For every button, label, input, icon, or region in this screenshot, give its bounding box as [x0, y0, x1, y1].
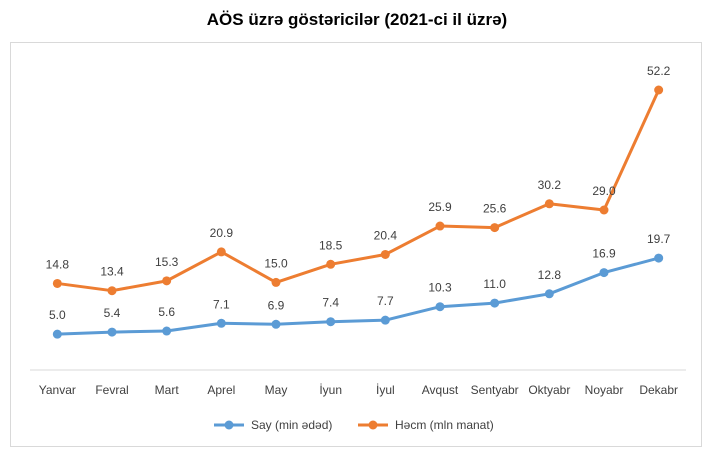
data-point: [162, 276, 172, 286]
x-tick-label: Oktyabr: [528, 383, 570, 397]
data-label: 25.6: [483, 202, 507, 216]
data-label: 12.8: [538, 268, 562, 282]
data-label: 52.2: [647, 64, 671, 78]
x-tick-label: Fevral: [95, 383, 128, 397]
data-point: [599, 268, 609, 278]
x-tick-label: İyun: [319, 383, 342, 397]
x-tick-label: Yanvar: [39, 383, 76, 397]
data-label: 13.4: [100, 265, 124, 279]
data-labels: 5.0 5.4 5.6 7.1 6.9 7.4 7.7 10.3 11.0 12.8 16.9 19.…: [46, 64, 671, 322]
series-line-1: [57, 89, 661, 293]
legend-swatch-marker: [224, 420, 234, 430]
data-point: [162, 326, 172, 336]
x-tick-label: Noyabr: [585, 383, 624, 397]
chart-frame: [10, 42, 702, 447]
data-label: 7.7: [377, 294, 394, 308]
data-point: [216, 247, 226, 257]
data-label: 25.9: [428, 200, 452, 214]
data-point: [107, 286, 117, 296]
data-label: 7.4: [322, 296, 339, 310]
data-point: [52, 278, 62, 288]
series-line-0: [57, 256, 660, 336]
x-tick-label: May: [265, 383, 288, 397]
data-point: [271, 319, 281, 329]
data-label: 6.9: [268, 298, 285, 312]
x-tick-label: Sentyabr: [471, 383, 519, 397]
x-tick-label: İyul: [376, 383, 395, 397]
data-point: [326, 317, 336, 327]
data-label: 16.9: [592, 247, 616, 261]
data-point: [544, 199, 554, 209]
data-point: [380, 315, 390, 325]
data-label: 30.2: [538, 178, 562, 192]
data-point: [490, 298, 500, 308]
data-point: [654, 253, 664, 263]
data-point: [216, 318, 226, 328]
data-label: 7.1: [213, 297, 230, 311]
data-point: [435, 302, 445, 312]
data-label: 5.4: [104, 306, 121, 320]
data-point: [654, 85, 664, 95]
data-label: 5.0: [49, 308, 66, 322]
data-point: [52, 329, 62, 339]
chart-title: AÖS üzrə göstəricilər (2021-ci il üzrə): [206, 10, 508, 29]
data-label: 14.8: [46, 257, 70, 271]
data-label: 5.6: [158, 305, 175, 319]
data-label: 18.5: [319, 238, 343, 252]
legend: Say (min ədəd) Həcm (mln manat): [214, 418, 494, 432]
data-label: 15.0: [264, 256, 288, 270]
data-label: 11.0: [483, 277, 506, 291]
series-lines: [57, 89, 661, 336]
legend-label: Say (min ədəd): [251, 418, 332, 432]
x-tick-label: Avqust: [422, 383, 459, 397]
data-point: [107, 327, 117, 337]
data-point: [326, 259, 336, 269]
data-label: 20.9: [210, 226, 234, 240]
data-point: [271, 277, 281, 287]
data-label: 19.7: [647, 232, 671, 246]
data-point: [380, 249, 390, 259]
legend-label: Həcm (mln manat): [395, 418, 494, 432]
data-label: 29.0: [592, 184, 616, 198]
data-point: [599, 205, 609, 215]
data-label: 15.3: [155, 255, 179, 269]
x-tick-label: Mart: [155, 383, 180, 397]
data-point: [490, 223, 500, 233]
data-label: 20.4: [374, 228, 398, 242]
x-tick-label: Aprel: [207, 383, 235, 397]
x-tick-labels: Yanvar Fevral Mart Aprel May İyun İyul Avqust Se…: [39, 383, 678, 397]
data-point: [435, 221, 445, 231]
data-label: 10.3: [428, 281, 452, 295]
data-point: [544, 289, 554, 299]
series-points: [52, 85, 664, 339]
x-tick-label: Dekabr: [639, 383, 678, 397]
legend-swatch-marker: [368, 420, 378, 430]
